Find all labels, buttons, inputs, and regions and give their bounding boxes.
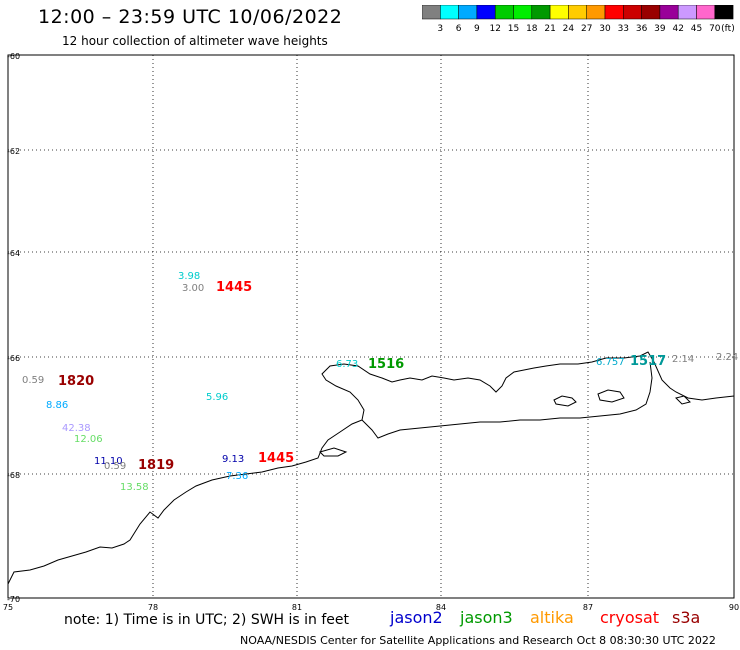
longitude-label: 87 (583, 603, 593, 612)
color-scale-label: 15 (508, 24, 519, 34)
wave-height-value: 2.24 (716, 352, 738, 363)
wave-height-value: 13.58 (120, 482, 149, 493)
color-scale-unit: (ft) (721, 24, 734, 34)
island-outline (597, 389, 625, 403)
color-scale-label: 3 (437, 24, 443, 34)
satellite-label: jason2 (390, 608, 443, 627)
wave-height-value: 0.59 (104, 461, 126, 472)
latitude-label: -68 (7, 471, 20, 480)
latitude-label: -70 (7, 595, 20, 604)
color-scale-label: 24 (563, 24, 575, 34)
satellite-label: cryosat (600, 608, 660, 627)
observation-time: 1445 (216, 280, 252, 295)
observation-time: 1517 (630, 354, 666, 369)
wave-height-value: 8.86 (46, 400, 68, 411)
wave-height-value: 2.14 (672, 354, 694, 365)
wave-height-value: 11.10 (94, 456, 123, 467)
longitude-label: 81 (292, 603, 302, 612)
color-scale-label: 21 (544, 24, 555, 34)
units-note: note: 1) Time is in UTC; 2) SWH is in fe… (64, 612, 350, 628)
wave-height-value: 5.96 (206, 392, 228, 403)
color-scale-label: 33 (618, 24, 629, 34)
color-scale-label: 27 (581, 24, 592, 34)
wave-height-value: 0.59 (22, 375, 44, 386)
color-scale-label: 39 (654, 24, 666, 34)
wave-height-value: 3.00 (182, 283, 204, 294)
observation-time: 1820 (58, 374, 94, 389)
wave-height-value: 42.38 (62, 423, 91, 434)
longitude-label: 84 (436, 603, 446, 612)
observation-time: 1819 (138, 458, 174, 473)
lat-lon-grid (8, 55, 734, 598)
ice-shelf-edge (361, 361, 653, 439)
observation-time: 1516 (368, 357, 404, 372)
wave-height-value: 12.06 (74, 434, 103, 445)
longitude-label: 90 (729, 603, 739, 612)
wave-height-value: 3.98 (178, 271, 200, 282)
color-scale-label: 70 (709, 24, 721, 34)
latitude-label: -62 (7, 147, 20, 156)
satellite-label: s3a (672, 608, 701, 627)
wave-height-value: 9.13 (222, 454, 244, 465)
coastline (7, 351, 735, 585)
wave-height-value: 6.73 (336, 359, 358, 370)
color-scale-label: 30 (599, 24, 611, 34)
credit-line: NOAA/NESDIS Center for Satellite Applica… (240, 634, 716, 647)
latitude-label: -60 (7, 52, 20, 61)
color-scale-label: 42 (672, 24, 683, 34)
longitude-label: 75 (3, 603, 13, 612)
color-scale-label: 18 (526, 24, 538, 34)
satellite-label: jason3 (460, 608, 513, 627)
color-scale-label: 6 (456, 24, 462, 34)
map-frame (7, 54, 735, 599)
color-scale-label: 12 (489, 24, 500, 34)
map-subtitle: 12 hour collection of altimeter wave hei… (62, 34, 328, 48)
color-scale-label: 45 (691, 24, 702, 34)
island-outline (319, 447, 348, 457)
map-title: 12:00 – 23:59 UTC 10/06/2022 (38, 6, 343, 28)
latitude-label: -66 (7, 354, 20, 363)
observation-time: 1445 (258, 451, 294, 466)
longitude-label: 78 (148, 603, 158, 612)
color-scale-legend: 3 6 9 12 15 18 21 24 27 30 33 36 39 42 45 70 (ft) (422, 5, 734, 34)
color-swatch (714, 5, 734, 20)
color-scale-label: 36 (636, 24, 648, 34)
color-scale-label: 9 (474, 24, 480, 34)
latitude-label: -64 (7, 249, 20, 258)
island-outline (675, 395, 691, 405)
wave-height-value: 7.36 (226, 471, 248, 482)
wave-height-value: 6.757 (596, 357, 625, 368)
satellite-label: altika (530, 608, 574, 627)
island-outline (553, 395, 577, 407)
